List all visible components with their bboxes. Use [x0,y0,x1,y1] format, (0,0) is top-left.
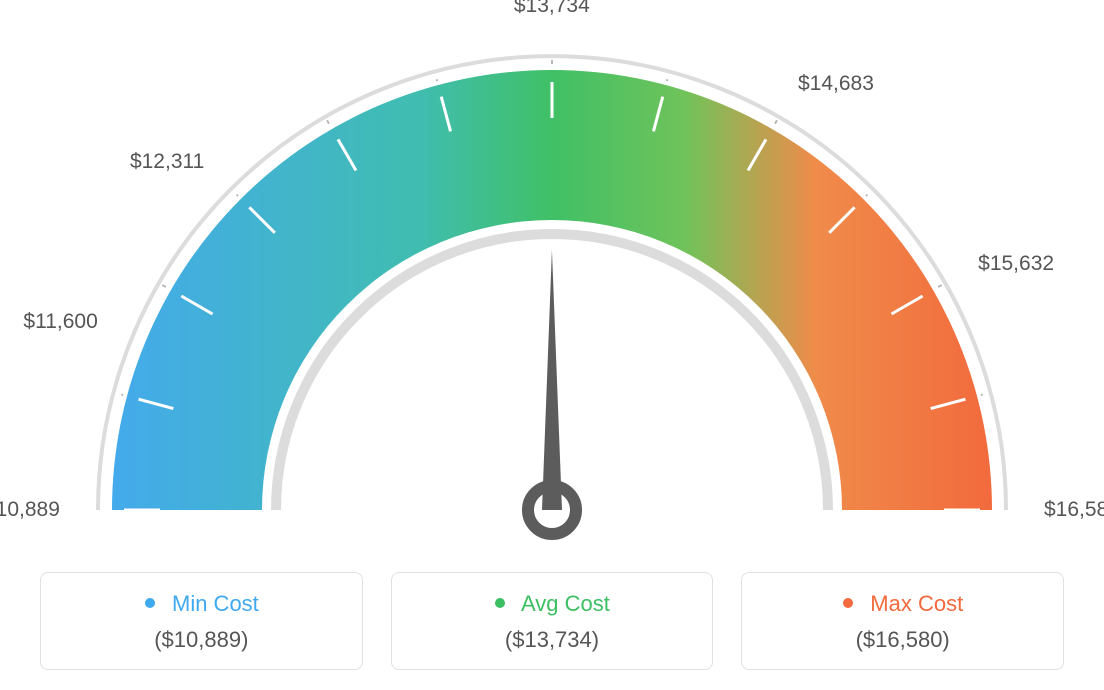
min-cost-value: ($10,889) [51,627,352,653]
gauge-svg [0,0,1104,560]
bullet-icon [144,597,156,609]
avg-cost-label: Avg Cost [521,591,610,616]
summary-title-avg: Avg Cost [402,591,703,617]
max-cost-value: ($16,580) [752,627,1053,653]
gauge-tick-label: $14,683 [798,72,874,96]
summary-title-min: Min Cost [51,591,352,617]
summary-card-min: Min Cost ($10,889) [40,572,363,670]
gauge-tick-label: $16,580 [1044,498,1104,522]
summary-row: Min Cost ($10,889) Avg Cost ($13,734) Ma… [40,572,1064,670]
gauge-tick-label: $13,734 [514,0,590,18]
max-cost-label: Max Cost [870,591,963,616]
min-cost-label: Min Cost [172,591,259,616]
bullet-icon [842,597,854,609]
summary-title-max: Max Cost [752,591,1053,617]
gauge-tick-label: $15,632 [978,252,1054,276]
gauge-tick-label: $10,889 [0,498,60,522]
avg-cost-value: ($13,734) [402,627,703,653]
bullet-icon [494,597,506,609]
gauge-tick-label: $11,600 [23,310,97,334]
gauge-tick-label: $12,311 [130,150,204,174]
cost-gauge: $10,889 $11,600 $12,311 $13,734 $14,683 $15,6… [0,0,1104,560]
summary-card-max: Max Cost ($16,580) [741,572,1064,670]
summary-card-avg: Avg Cost ($13,734) [391,572,714,670]
